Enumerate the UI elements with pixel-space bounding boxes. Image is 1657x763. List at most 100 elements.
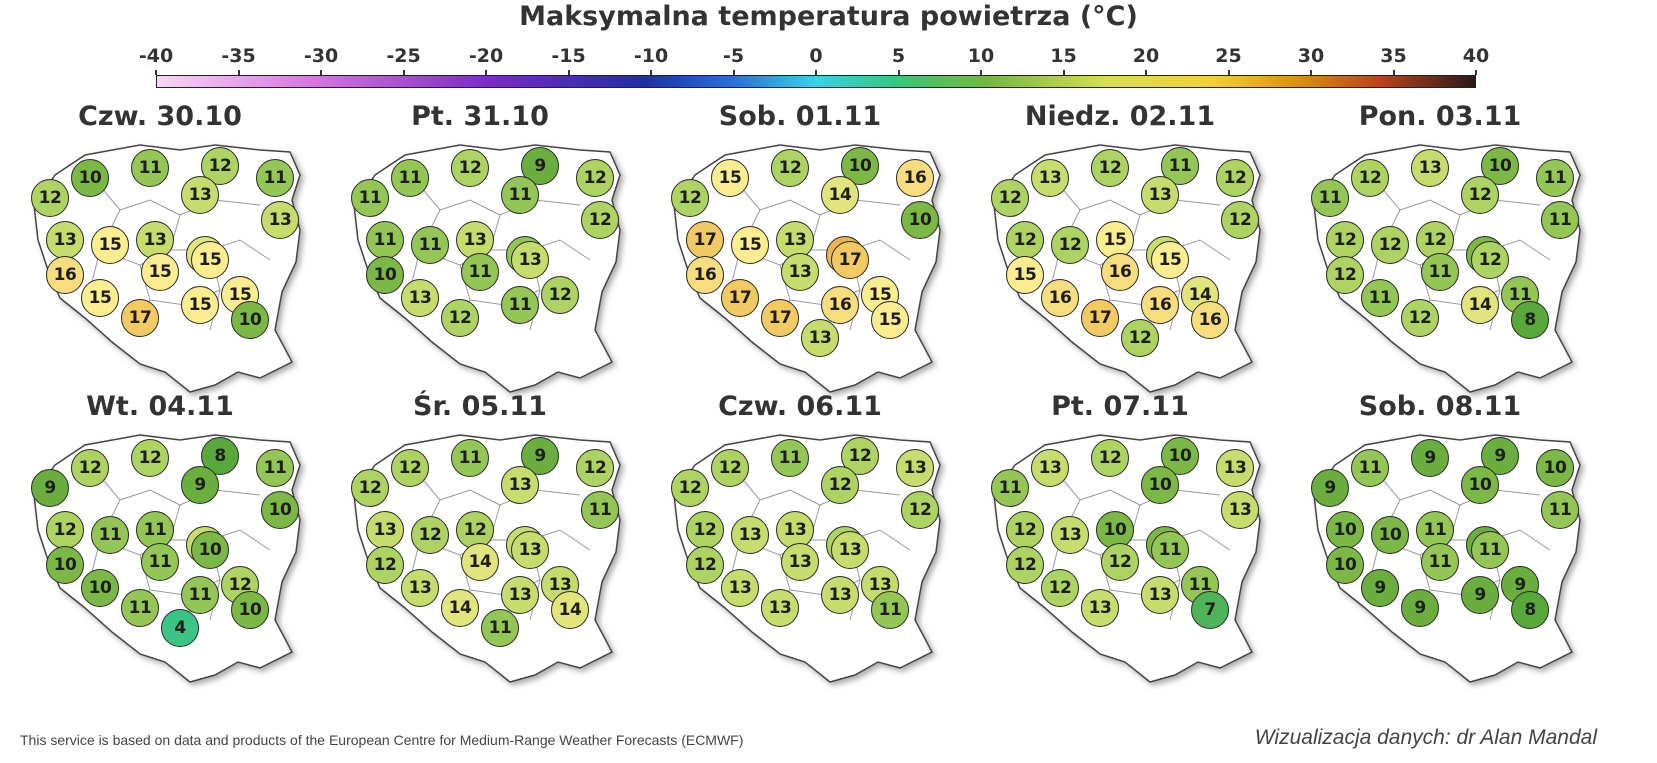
temperature-bubble: 13 (401, 279, 439, 317)
day-title: Sob. 08.11 (1358, 391, 1522, 422)
temperature-bubble: 10 (46, 546, 84, 584)
temperature-bubble: 11 (991, 469, 1029, 507)
temperature-bubble: 12 (1326, 256, 1364, 294)
temperature-bubble: 15 (731, 226, 769, 264)
temperature-bubble: 13 (1141, 576, 1179, 614)
temperature-bubble: 16 (1101, 253, 1139, 291)
region-border (94, 469, 181, 506)
day-panel: Niedz. 02.111312111212131212121513151615… (960, 100, 1280, 405)
temperature-bubble: 12 (201, 147, 239, 185)
region-border (1054, 179, 1141, 216)
scale-tick-label: -5 (722, 45, 745, 67)
temperature-bubble: 13 (821, 576, 859, 614)
poland-map: 1512101612141017151318161317151717161513 (640, 130, 960, 400)
temperature-bubble: 12 (1091, 149, 1129, 187)
temperature-bubble: 12 (1351, 159, 1389, 197)
scale-tick-label: -30 (303, 45, 339, 67)
temperature-bubble: 14 (551, 591, 589, 629)
temperature-bubble: 13 (1081, 589, 1119, 627)
temperature-bubble: 11 (1421, 543, 1459, 581)
temperature-bubble: 12 (671, 469, 709, 507)
temperature-bubble: 8 (1511, 301, 1549, 339)
temperature-bubble: 12 (441, 299, 479, 337)
temperature-bubble: 10 (366, 256, 404, 294)
temperature-bubble: 17 (721, 279, 759, 317)
scale-tick-label: -25 (386, 45, 421, 67)
temperature-bubble: 11 (1361, 279, 1399, 317)
temperature-bubble: 13 (511, 241, 549, 279)
temperature-bubble: 10 (261, 491, 299, 529)
temperature-bubble: 10 (1536, 449, 1574, 487)
temperature-bubble: 12 (1006, 221, 1044, 259)
temperature-bubble: 13 (456, 221, 494, 259)
temperature-bubble: 15 (711, 159, 749, 197)
temperature-bubble: 12 (841, 437, 879, 475)
scale-tick-label: -40 (138, 45, 174, 67)
temperature-bubble: 10 (1326, 546, 1364, 584)
temperature-bubble: 12 (131, 439, 169, 477)
visualization-credit: Wizualizacja danych: dr Alan Mandal (1254, 726, 1597, 749)
temperature-bubble: 12 (1326, 221, 1364, 259)
temperature-bubble: 13 (1051, 516, 1089, 554)
poland-map: 1213101111121112121210121112111112148 (1280, 130, 1600, 400)
scale-tick-label: 15 (1050, 45, 1077, 67)
temperature-bubble: 11 (1181, 566, 1219, 604)
scale-tick-mark (980, 70, 982, 75)
temperature-bubble: 13 (1411, 149, 1449, 187)
temperature-bubble: 12 (686, 546, 724, 584)
temperature-bubble: 10 (1096, 511, 1134, 549)
day-title: Pon. 03.11 (1358, 101, 1522, 132)
temperature-bubble: 13 (776, 221, 814, 259)
page-title: Maksymalna temperatura powietrza (°C) (519, 1, 1138, 32)
scale-tick-mark (815, 70, 817, 75)
temperature-bubble: 16 (46, 256, 84, 294)
region-border (1054, 469, 1141, 506)
temperature-bubble: 9 (1361, 569, 1399, 607)
temperature-bubble: 13 (136, 221, 174, 259)
temperature-bubble: 16 (1191, 301, 1229, 339)
temperature-bubble: 12 (711, 449, 749, 487)
temperature-bubble: 12 (576, 159, 614, 197)
temperature-bubble: 12 (821, 466, 859, 504)
temperature-bubble: 11 (1541, 491, 1579, 529)
temperature-bubble: 12 (31, 179, 69, 217)
day-title: Pt. 31.10 (411, 101, 549, 132)
temperature-bubble: 11 (131, 149, 169, 187)
temperature-bubble: 13 (46, 221, 84, 259)
temperature-bubble: 11 (351, 179, 389, 217)
temperature-bubble: 10 (901, 201, 939, 239)
temperature-bubble: 17 (121, 299, 159, 337)
day-title: Sob. 01.11 (718, 101, 882, 132)
temperature-bubble: 15 (191, 241, 229, 279)
temperature-bubble: 17 (686, 221, 724, 259)
temperature-bubble: 11 (256, 159, 294, 197)
day-title: Pt. 07.11 (1051, 391, 1189, 422)
scale-tick-label: 10 (967, 45, 995, 67)
temperature-bubble: 16 (686, 256, 724, 294)
temperature-bubble: 12 (1051, 226, 1089, 264)
temperature-bubble: 9 (521, 437, 559, 475)
temperature-bubble: 13 (401, 569, 439, 607)
temperature-bubble: 17 (831, 241, 869, 279)
poland-map: 1312101311101312131010121211111213137 (960, 420, 1280, 690)
temperature-bubble: 11 (411, 226, 449, 264)
scale-tick-mark (485, 70, 487, 75)
temperature-bubble: 9 (1311, 469, 1349, 507)
temperature-bubble: 15 (1006, 256, 1044, 294)
temperature-bubble: 11 (1471, 531, 1509, 569)
temperature-bubble: 15 (1096, 221, 1134, 259)
day-title: Czw. 30.10 (78, 101, 242, 132)
scale-tick-label: -15 (551, 45, 586, 67)
temperature-bubble: 4 (161, 609, 199, 647)
temperature-bubble: 15 (181, 286, 219, 324)
temperature-bubble: 13 (1221, 491, 1259, 529)
temperature-bubble: 11 (1311, 179, 1349, 217)
day-panel: Sob. 01.11151210161214101715131816131715… (640, 100, 960, 405)
temperature-bubble: 12 (1101, 543, 1139, 581)
temperature-bubble: 11 (181, 576, 219, 614)
temperature-bubble: 12 (1006, 511, 1044, 549)
temperature-bubble: 11 (256, 449, 294, 487)
temperature-bubble: 16 (1041, 279, 1079, 317)
temperature-bubble: 10 (71, 159, 109, 197)
temperature-bubble: 9 (181, 466, 219, 504)
